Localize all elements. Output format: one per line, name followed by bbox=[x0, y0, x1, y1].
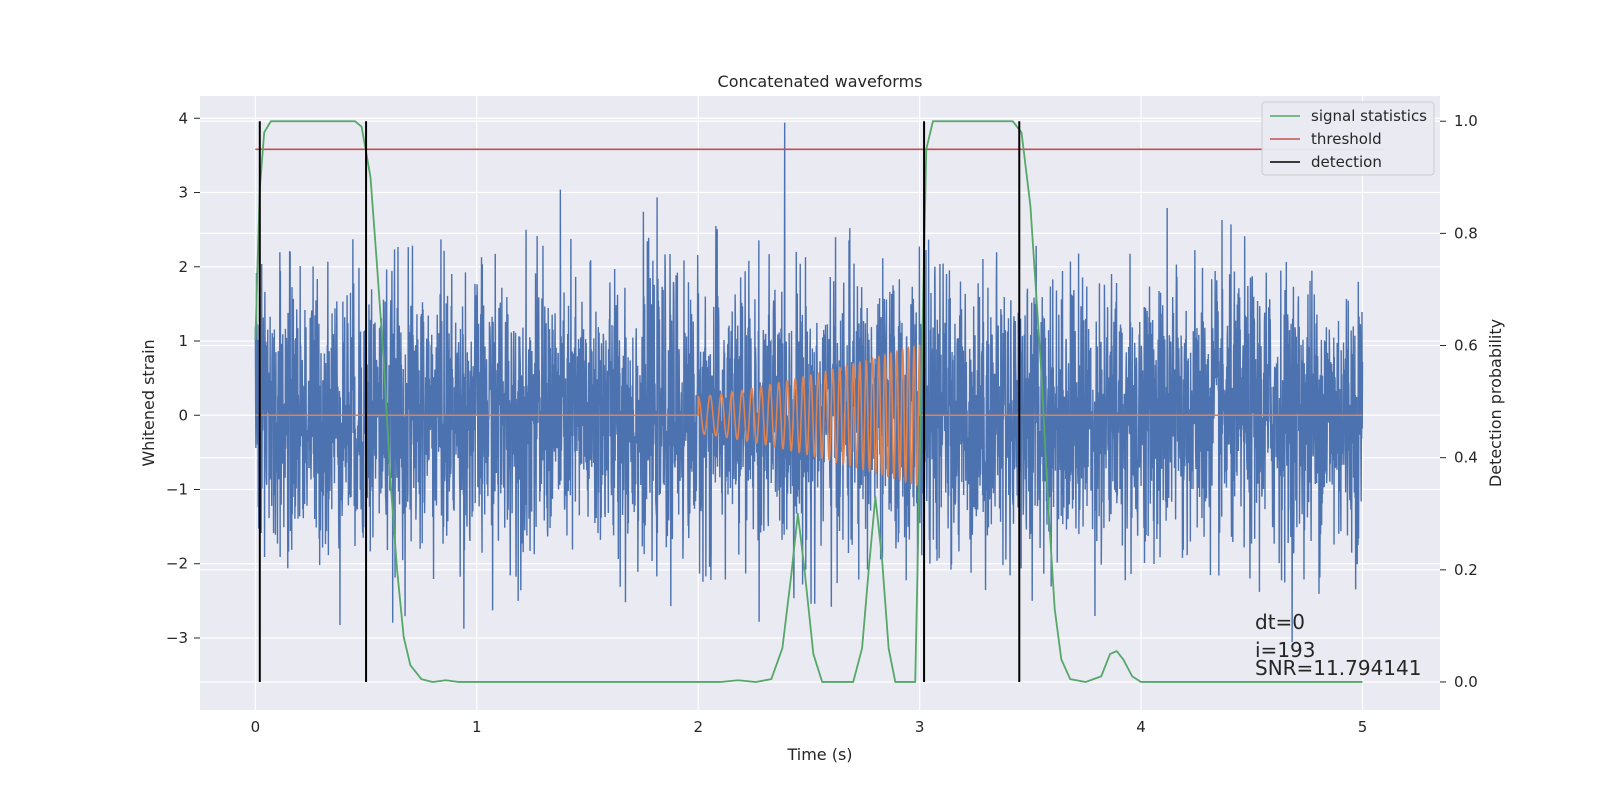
annotation-dt: dt=0 bbox=[1255, 610, 1305, 634]
legend-label-threshold: threshold bbox=[1311, 130, 1382, 148]
injection-series bbox=[255, 344, 1363, 487]
annotation: dt=0 i=193 SNR=11.794141 bbox=[1255, 610, 1421, 680]
y-right-tick-label: 0.2 bbox=[1454, 561, 1478, 579]
legend-box bbox=[1261, 101, 1435, 176]
y-tick-label: 0 bbox=[178, 406, 188, 424]
tick-labels: 0 1 2 3 4 5 −3 −2 −1 0 1 2 3 4 0.0 0.2 0.4 0.6 0.8 1.0 bbox=[166, 109, 1478, 736]
chart-title: Concatenated waveforms bbox=[718, 72, 923, 91]
right-axis-series bbox=[254, 120, 1385, 683]
x-tick-label: 4 bbox=[1136, 718, 1146, 736]
y-tick-label: 2 bbox=[178, 258, 188, 276]
x-tick-label: 2 bbox=[693, 718, 703, 736]
y-axis-label-right: Detection probability bbox=[1486, 319, 1505, 487]
annotation-snr: SNR=11.794141 bbox=[1255, 656, 1421, 680]
y-axis-label: Whitened strain bbox=[139, 339, 158, 466]
legend: signal statistics threshold detection bbox=[1261, 101, 1435, 176]
strain-series bbox=[254, 122, 1364, 642]
x-tick-label: 3 bbox=[915, 718, 925, 736]
legend-label-detection: detection bbox=[1311, 153, 1382, 171]
y-tick-label: −3 bbox=[166, 629, 188, 647]
y-right-tick-label: 0.8 bbox=[1454, 224, 1478, 242]
x-axis-label: Time (s) bbox=[786, 745, 852, 764]
y-right-tick-label: 1.0 bbox=[1454, 112, 1478, 130]
y-tick-label: 3 bbox=[178, 184, 188, 202]
x-tick-label: 0 bbox=[251, 718, 261, 736]
annotation-index: i=193 bbox=[1255, 638, 1316, 662]
y-right-tick-label: 0.4 bbox=[1454, 449, 1478, 467]
y-right-tick-label: 0.6 bbox=[1454, 337, 1478, 355]
y-tick-label: 1 bbox=[178, 332, 188, 350]
strain-line bbox=[254, 122, 1364, 642]
legend-label-signal-statistics: signal statistics bbox=[1311, 107, 1427, 125]
injection-line bbox=[255, 344, 1363, 487]
y-tick-label: −1 bbox=[166, 480, 188, 498]
y-tick-label: 4 bbox=[178, 109, 188, 127]
x-tick-label: 1 bbox=[472, 718, 482, 736]
signal-statistics-line bbox=[254, 120, 1363, 683]
y-tick-label: −2 bbox=[166, 555, 188, 573]
y-right-tick-label: 0.0 bbox=[1454, 673, 1478, 691]
x-tick-label: 5 bbox=[1358, 718, 1368, 736]
